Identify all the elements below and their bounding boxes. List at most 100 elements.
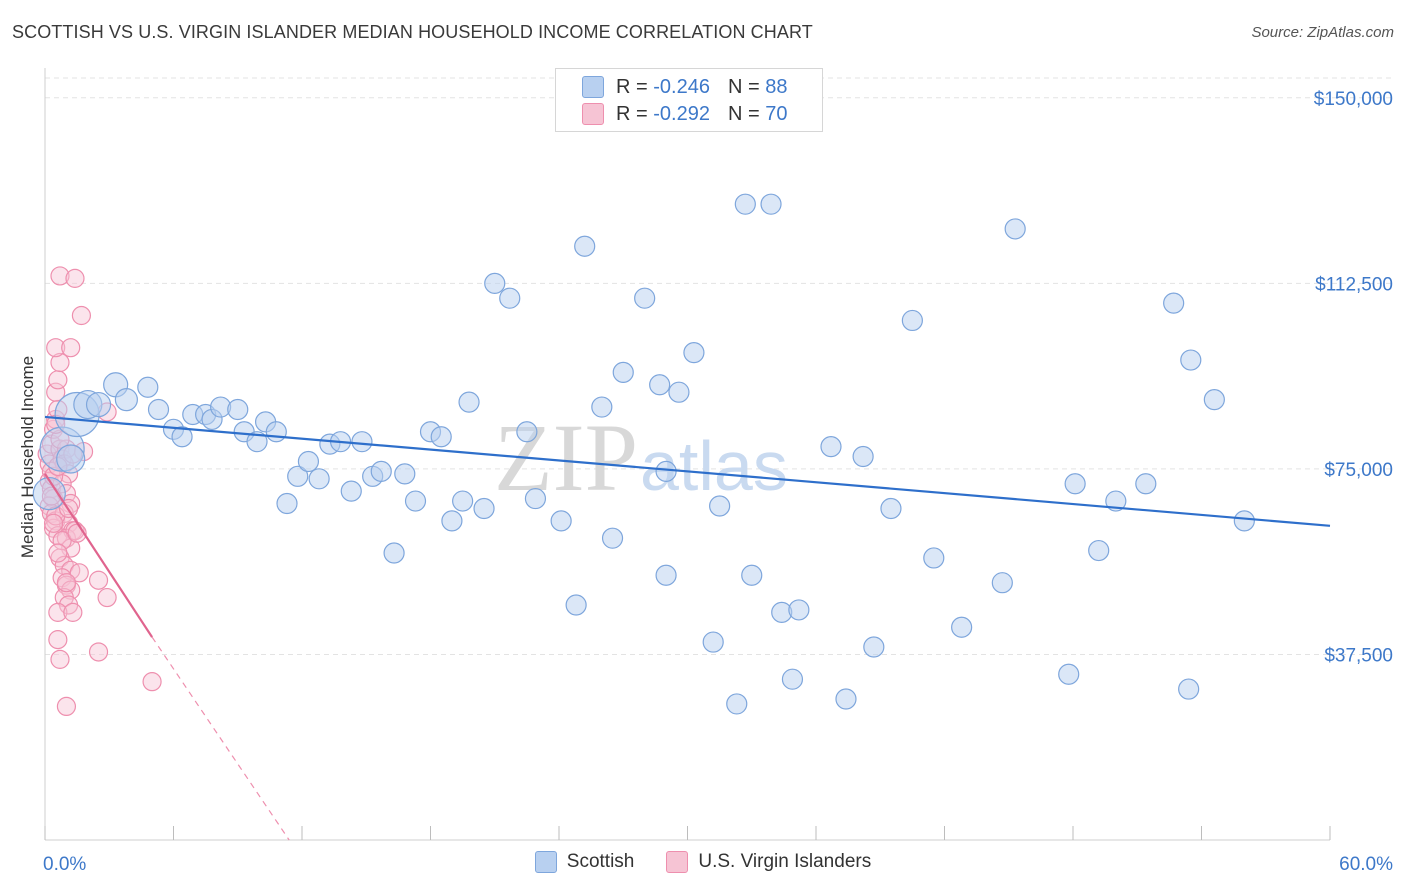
usvi-point	[50, 266, 70, 286]
scottish-point	[820, 436, 842, 458]
usvi-point	[48, 630, 68, 650]
x-tick-label: 60.0%	[1339, 854, 1393, 875]
usvi-r-value: -0.292	[653, 102, 710, 125]
scottish-points	[32, 193, 1255, 715]
n-label: N =	[727, 102, 766, 125]
tick-labels: $37,500 $75,000 $112,500 $150,000 0.0% 60.0%	[43, 89, 1393, 875]
usvi-point	[43, 513, 64, 533]
scottish-point	[227, 398, 249, 421]
y-tick-label: $37,500	[1324, 645, 1393, 666]
r-label: R =	[616, 102, 654, 125]
scottish-point	[655, 564, 677, 586]
scottish-point	[297, 450, 320, 473]
scottish-point	[835, 688, 857, 710]
scottish-point	[147, 398, 170, 421]
usvi-point	[88, 642, 109, 662]
scottish-point	[441, 510, 463, 532]
correlation-legend: R = -0.246 N = 88 R = -0.292 N = 70	[555, 68, 823, 132]
usvi-point	[88, 570, 109, 590]
legend-row-usvi: R = -0.292 N = 70	[582, 103, 787, 125]
usvi-point	[65, 268, 85, 288]
scottish-point	[1135, 473, 1157, 495]
scottish-point	[863, 636, 885, 658]
scottish-point	[1178, 678, 1200, 700]
scottish-point	[276, 492, 298, 515]
scottish-point	[1004, 218, 1026, 240]
legend-item-usvi[interactable]: U.S. Virgin Islanders	[666, 851, 871, 873]
scottish-point	[565, 594, 587, 616]
legend-row-scottish: R = -0.246 N = 88	[582, 76, 787, 98]
scottish-point	[574, 235, 596, 257]
n-label: N =	[727, 75, 766, 98]
usvi-point	[46, 382, 66, 402]
scottish-point	[550, 510, 572, 532]
scottish-point	[612, 361, 634, 384]
legend-item-scottish[interactable]: Scottish	[534, 851, 635, 873]
scottish-legend-swatch	[534, 851, 557, 873]
scottish-point	[1233, 510, 1255, 532]
series-legend: Scottish U.S. Virgin Islanders	[0, 851, 1406, 873]
usvi-point	[46, 338, 66, 358]
scottish-point	[473, 497, 495, 520]
usvi-swatch	[582, 103, 604, 125]
scottish-swatch	[582, 76, 604, 98]
scottish-trend-line	[44, 415, 1331, 527]
scottish-point	[383, 542, 405, 564]
scottish-point	[1203, 389, 1225, 411]
usvi-point	[61, 338, 81, 358]
scottish-point	[634, 287, 656, 309]
scottish-point	[1163, 292, 1185, 314]
scottish-point	[516, 421, 538, 443]
scottish-point	[32, 477, 66, 511]
usvi-point	[48, 543, 68, 563]
scottish-point	[781, 668, 804, 690]
scottish-point	[741, 564, 763, 586]
scottish-point	[1064, 473, 1086, 495]
scottish-point	[923, 547, 945, 569]
scottish-point	[852, 445, 874, 468]
scottish-point	[991, 572, 1013, 594]
scottish-point	[171, 426, 193, 448]
scottish-point	[655, 460, 677, 482]
scottish-point	[114, 388, 138, 412]
scottish-point	[484, 272, 506, 294]
r-label: R =	[616, 75, 654, 98]
scottish-point	[85, 391, 112, 418]
usvi-legend-swatch	[666, 851, 689, 873]
scottish-point	[760, 193, 782, 215]
scottish-point	[1180, 349, 1202, 371]
usvi-trend-line	[44, 473, 154, 638]
scottish-point	[709, 495, 731, 517]
usvi-point	[48, 370, 68, 390]
scottish-point	[430, 426, 452, 448]
scottish-point	[404, 490, 427, 512]
scottish-point	[370, 460, 392, 482]
scottish-point	[702, 631, 724, 653]
x-tick-label: 0.0%	[43, 854, 86, 875]
usvi-trend-extension	[151, 636, 290, 841]
scottish-legend-label: Scottish	[566, 851, 635, 872]
y-axis-label: Median Household Income	[18, 355, 37, 559]
scottish-point	[880, 497, 902, 520]
scottish-point	[1105, 490, 1127, 512]
scottish-point	[1058, 663, 1080, 685]
y-tick-label: $112,500	[1315, 274, 1393, 295]
usvi-point	[48, 602, 68, 622]
scottish-point	[901, 309, 923, 332]
usvi-point	[142, 672, 162, 692]
scottish-point	[601, 527, 624, 549]
usvi-point	[56, 696, 77, 717]
chart-title: SCOTTISH VS U.S. VIRGIN ISLANDER MEDIAN …	[12, 22, 813, 42]
usvi-point	[50, 352, 70, 373]
scottish-point	[788, 599, 810, 621]
scottish-point	[308, 468, 330, 490]
scottish-point	[683, 342, 705, 364]
scottish-point	[591, 396, 613, 418]
scottish-point	[1088, 539, 1110, 562]
scottish-point	[265, 421, 287, 443]
y-tick-label: $150,000	[1314, 89, 1393, 110]
scottish-point	[56, 444, 86, 474]
scottish-point	[951, 616, 973, 638]
scottish-point	[351, 431, 373, 453]
